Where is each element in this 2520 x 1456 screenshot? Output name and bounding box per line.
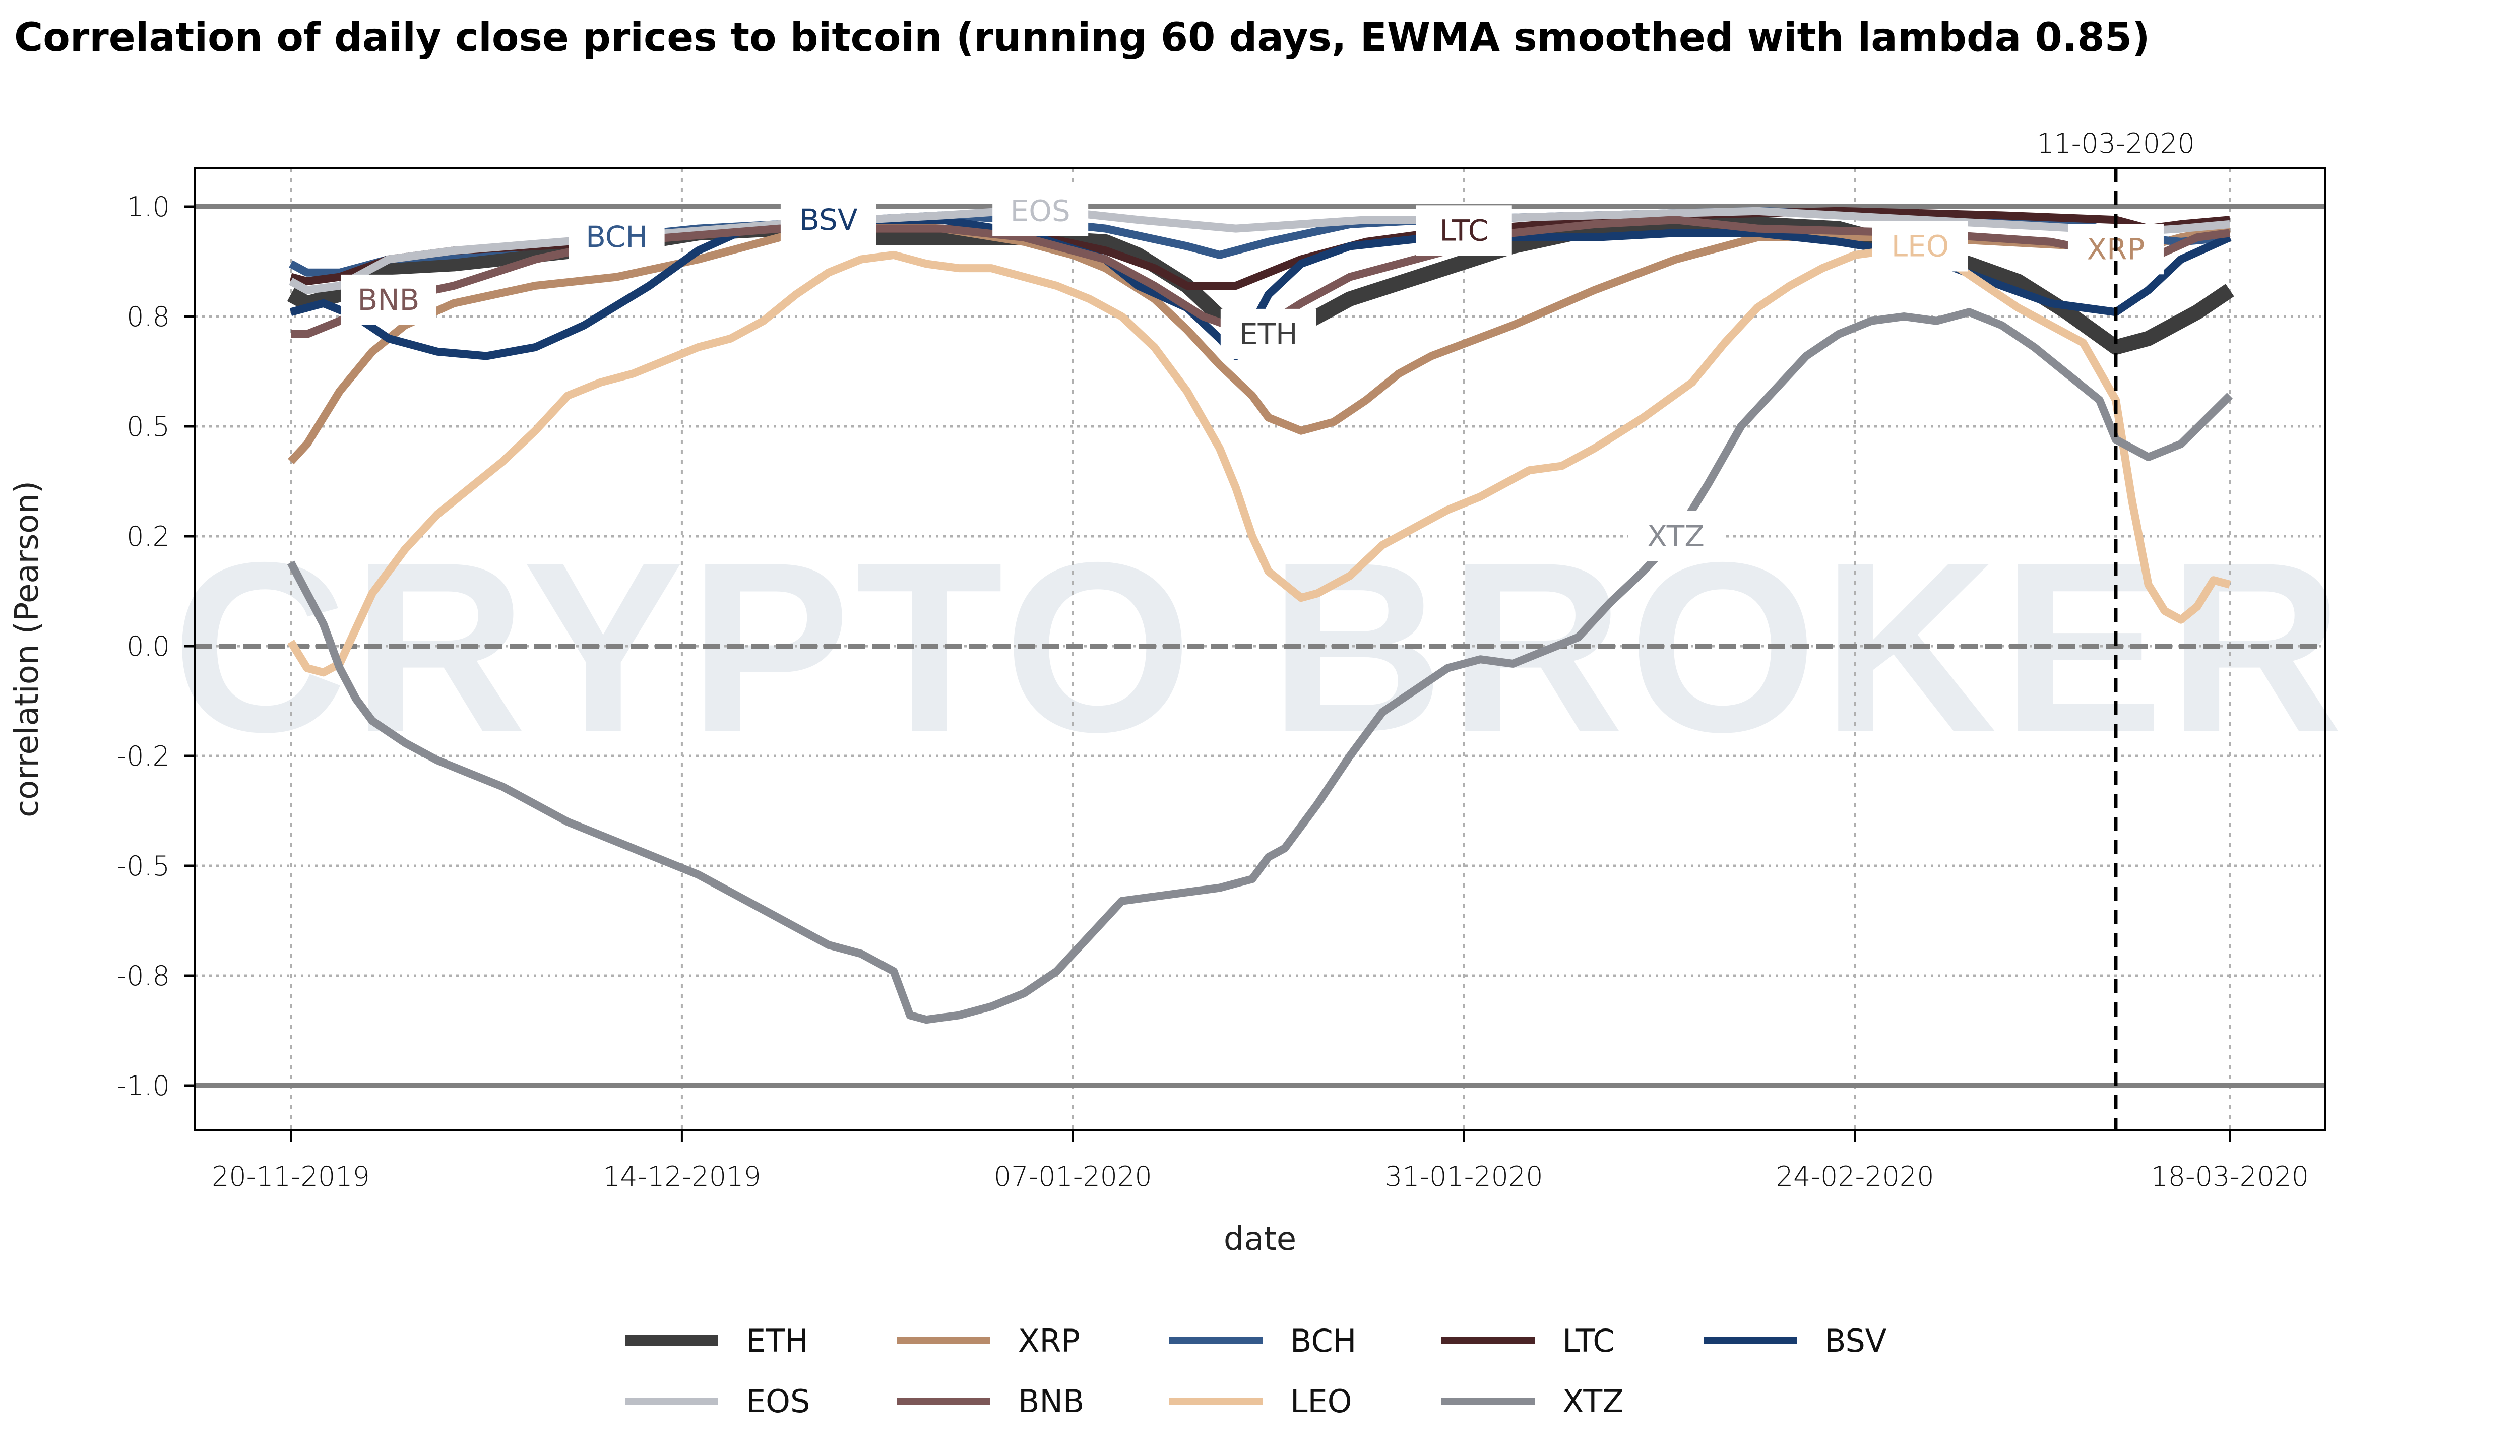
legend-item-xtz: XTZ <box>1441 1383 1624 1420</box>
legend-item-xrp: XRP <box>897 1322 1080 1359</box>
legend-item-bnb: BNB <box>897 1383 1084 1420</box>
legend-label: XRP <box>1018 1322 1080 1359</box>
series-line-xrp <box>288 220 2231 465</box>
y-tick-label: 1.0 <box>127 191 170 223</box>
series-label-bg <box>1872 221 1968 272</box>
series-line-leo <box>287 242 2231 677</box>
series-label-bg <box>1220 308 1316 359</box>
legend-item-leo: LEO <box>1169 1383 1352 1420</box>
legend-label: ETH <box>746 1322 808 1359</box>
legend-label: LTC <box>1562 1322 1615 1359</box>
x-tick-label: 20-11-2019 <box>212 1161 370 1192</box>
x-axis-label: date <box>1224 1221 1296 1258</box>
event-marker: 11-03-2020 <box>2037 128 2195 1130</box>
x-axis: 20-11-2019 14-12-2019 07-01-2020 31-01-2020… <box>212 1130 2309 1192</box>
series-label-bg <box>340 274 436 325</box>
legend-label: BCH <box>1290 1322 1356 1359</box>
series-label-text: LEO <box>1892 229 1949 263</box>
x-tick-label: 24-02-2020 <box>1776 1161 1934 1192</box>
y-tick-label: 0.0 <box>127 630 170 662</box>
legend-item-bch: BCH <box>1169 1322 1356 1359</box>
series-label-text: XTZ <box>1647 519 1705 553</box>
series-label-bg <box>1416 205 1512 256</box>
event-label: 11-03-2020 <box>2037 128 2195 159</box>
series-line-xtz <box>287 308 2233 1024</box>
series-label-text: ETH <box>1239 317 1298 351</box>
series-label-ltc: LTC <box>1416 205 1512 256</box>
y-tick-label: -1.0 <box>117 1070 170 1102</box>
series-label-eth: ETH <box>1220 308 1316 359</box>
legend-label: EOS <box>746 1383 810 1420</box>
x-tick-label: 07-01-2020 <box>994 1161 1152 1192</box>
y-tick-label: -0.2 <box>117 740 170 772</box>
legend-item-bsv: BSV <box>1704 1322 1886 1359</box>
chart-title: Correlation of daily close prices to bit… <box>14 15 2150 60</box>
series-label-bsv: BSV <box>780 195 876 245</box>
x-tick-label: 14-12-2019 <box>603 1161 761 1192</box>
y-axis-label: correlation (Pearson) <box>9 481 46 817</box>
y-axis: 1.0 0.8 0.5 0.2 0.0 -0.2 -0.5 -0.8 -1.0 <box>117 191 195 1102</box>
legend-item-eth: ETH <box>625 1322 808 1359</box>
y-tick-label: 0.5 <box>127 411 170 442</box>
series-label-text: BCH <box>586 220 648 254</box>
series-label-bch: BCH <box>569 211 665 262</box>
series-label-bg <box>992 185 1089 236</box>
series-label-text: EOS <box>1011 194 1070 228</box>
legend: ETH XRP BCH LTC BSV EOS BNB LEO XTZ <box>625 1322 1886 1420</box>
series-label-text: BSV <box>799 203 858 237</box>
y-tick-label: 0.8 <box>127 301 170 333</box>
series-label-text: LTC <box>1439 213 1488 247</box>
series-label-bg <box>1628 511 1724 561</box>
series-label-bg <box>780 195 876 245</box>
series-label-xtz: XTZ <box>1628 511 1724 561</box>
y-tick-label: -0.5 <box>117 850 170 882</box>
plot-frame <box>194 167 2326 1131</box>
legend-label: LEO <box>1290 1383 1352 1420</box>
series-label-bg <box>569 211 665 262</box>
x-tick-label: 18-03-2020 <box>2151 1161 2309 1192</box>
series-label-text: BNB <box>357 283 419 317</box>
series-label-eos: EOS <box>992 185 1089 236</box>
legend-label: XTZ <box>1562 1383 1624 1420</box>
reference-lines <box>195 204 2325 1088</box>
legend-label: BNB <box>1018 1383 1084 1420</box>
legend-item-eos: EOS <box>625 1383 810 1420</box>
legend-item-ltc: LTC <box>1441 1322 1615 1359</box>
legend-label: BSV <box>1824 1322 1886 1359</box>
x-tick-label: 31-01-2020 <box>1385 1161 1543 1192</box>
series-label-bnb: BNB <box>340 274 436 325</box>
y-tick-label: 0.2 <box>127 521 170 552</box>
y-tick-label: -0.8 <box>117 960 170 992</box>
series-label-leo: LEO <box>1872 221 1968 272</box>
